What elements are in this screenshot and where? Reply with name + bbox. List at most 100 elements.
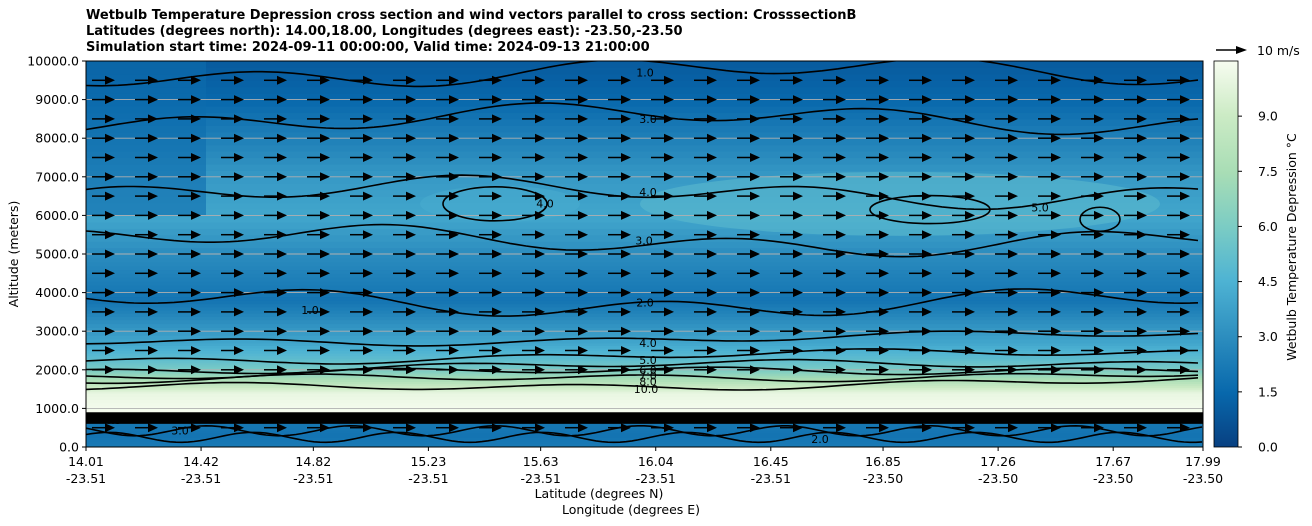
contour-label: 4.0 — [639, 186, 657, 199]
wind-vector-head — [449, 133, 459, 143]
wind-vector-head — [535, 249, 545, 259]
wind-vector-head — [148, 172, 158, 182]
wind-vector-head — [621, 326, 631, 336]
wind-vector-head — [535, 114, 545, 124]
wind-vector-head — [191, 133, 201, 143]
wind-vector-head — [492, 172, 502, 182]
x-tick-label-lon: -23.51 — [181, 471, 221, 486]
depression-band — [86, 234, 1203, 242]
wind-vector-head — [879, 230, 889, 240]
wind-vector-head — [492, 249, 502, 259]
wind-vector-head — [793, 268, 803, 278]
contour-line — [86, 61, 1199, 88]
wind-vector-head — [105, 288, 115, 298]
contour-closed — [442, 186, 548, 222]
wind-vector-head — [1094, 95, 1104, 105]
wind-vector-head — [578, 288, 588, 298]
wind-vector-head — [234, 249, 244, 259]
depression-band — [86, 106, 1203, 114]
depression-band — [86, 303, 1203, 308]
colorbar-tick-label: 9.0 — [1258, 109, 1278, 124]
depression-band — [86, 389, 1203, 392]
wind-vector-head — [965, 307, 975, 317]
x-axis-label-latitude: Latitude (degrees N) — [535, 486, 664, 501]
wind-vector-head — [449, 268, 459, 278]
depression-band — [86, 371, 1203, 375]
wind-vector-head — [664, 249, 674, 259]
contour-label: 3.0 — [171, 424, 189, 437]
wind-vector-head — [1008, 230, 1018, 240]
depression-band — [86, 323, 1203, 328]
wind-vector-head — [621, 365, 631, 375]
wind-vector-head — [406, 114, 416, 124]
depression-band — [86, 277, 1203, 282]
colorbar-tick-label: 1.5 — [1258, 384, 1278, 399]
wind-vector-head — [492, 423, 502, 433]
wind-vector-head — [1051, 268, 1061, 278]
depression-band — [86, 151, 1203, 159]
wind-vector-head — [320, 230, 330, 240]
wind-vector-head — [148, 249, 158, 259]
wind-vector-head — [1051, 307, 1061, 317]
wind-vector-head — [277, 307, 287, 317]
wind-vector-head — [1008, 153, 1018, 162]
wind-vector-head — [664, 114, 674, 124]
wind-vector-head — [1094, 326, 1104, 336]
wind-vector-head — [406, 230, 416, 240]
contour-label: 2.0 — [811, 433, 829, 446]
wind-vector-head — [363, 249, 373, 259]
wind-vector-head — [1137, 172, 1147, 182]
wind-vector-head — [1008, 346, 1018, 355]
x-tick-label-lon: -23.51 — [636, 471, 676, 486]
x-tick-label-lat: 14.82 — [295, 454, 331, 469]
wind-vector-head — [1180, 133, 1190, 143]
depression-band — [86, 99, 1203, 107]
wind-vector-head — [793, 288, 803, 298]
wind-vector-head — [320, 133, 330, 143]
wind-vector-head — [234, 210, 244, 220]
x-tick-label-lon: -23.51 — [66, 471, 106, 486]
wind-vector-head — [535, 133, 545, 143]
wind-vector-head — [105, 249, 115, 259]
wind-vector-head — [234, 423, 244, 433]
depression-band — [86, 362, 1203, 365]
wind-vector-head — [793, 249, 803, 259]
depression-band — [86, 439, 1203, 442]
x-tick-label-lon: -23.51 — [293, 471, 333, 486]
contour-line — [86, 174, 1199, 211]
wind-vector-head — [664, 95, 674, 105]
depression-band — [86, 391, 1203, 394]
wind-vector-head — [234, 326, 244, 336]
wind-vector-head — [406, 346, 416, 355]
wind-vector-head — [793, 114, 803, 124]
contour-line — [86, 424, 1203, 437]
x-tick-label-lon: -23.50 — [978, 471, 1018, 486]
wind-vector-head — [449, 307, 459, 317]
contour-label: 4.5 — [104, 414, 122, 427]
wind-vector-head — [363, 172, 373, 182]
wind-vector-head — [1137, 95, 1147, 105]
wind-vector-head — [1008, 75, 1018, 85]
wind-vector-head — [1094, 133, 1104, 143]
wind-vector-head — [105, 346, 115, 355]
wind-vector-head — [148, 326, 158, 336]
contour-label: 4.0 — [639, 337, 657, 350]
wind-vector-head — [277, 326, 287, 336]
wind-vector-head — [105, 191, 115, 201]
wind-vector-head — [578, 172, 588, 182]
wind-vector-head — [1137, 268, 1147, 278]
wind-vector-head — [879, 365, 889, 375]
wind-vector-head — [105, 153, 115, 162]
wind-vector-head — [879, 153, 889, 162]
wind-vector-head — [965, 288, 975, 298]
wind-vector-head — [750, 365, 760, 375]
depression-band — [86, 257, 1203, 263]
y-tick-label: 6000.0 — [35, 208, 79, 223]
wind-vector-head — [492, 133, 502, 143]
dry-core-region — [640, 171, 1160, 236]
wind-vector-head — [234, 191, 244, 201]
wind-vector-head — [535, 230, 545, 240]
wind-vector-head — [406, 191, 416, 201]
wind-vector-head — [449, 346, 459, 355]
wind-vector-head — [1094, 288, 1104, 298]
